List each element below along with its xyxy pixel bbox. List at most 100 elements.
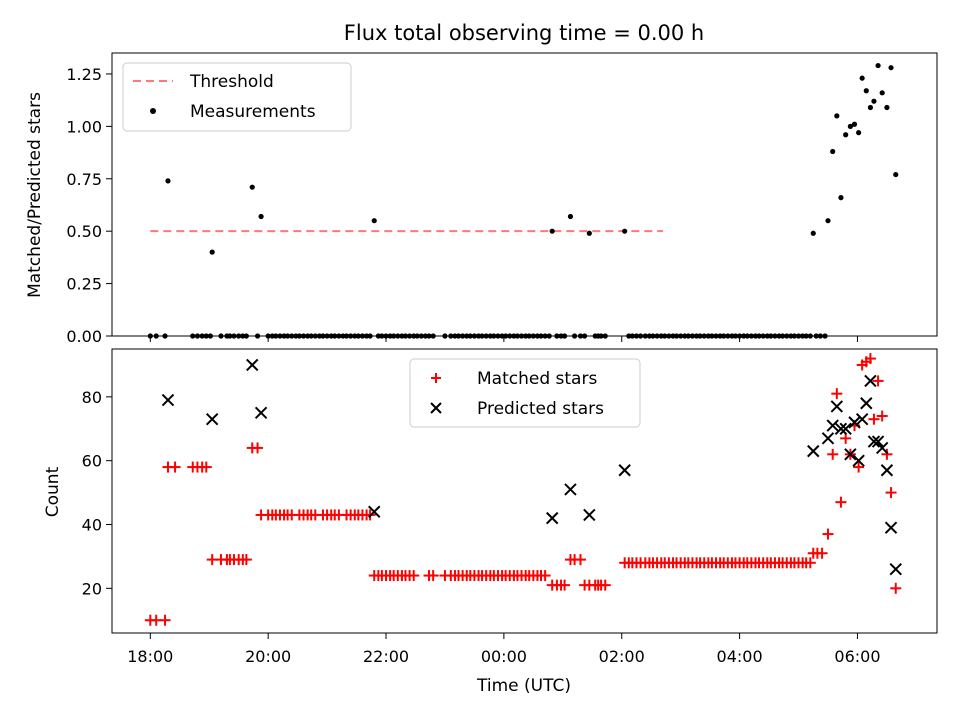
matched-star-marker: [835, 496, 847, 508]
measurement-point: [838, 195, 844, 201]
measurement-point: [867, 104, 874, 111]
top-y-tick-label: 0.75: [66, 170, 102, 189]
predicted-star-stroke: [875, 441, 889, 455]
matched-star-marker: [853, 461, 865, 473]
predicted-star-stroke: [583, 508, 596, 522]
predicted-star-marker: [821, 432, 835, 445]
predicted-star-stroke: [884, 521, 898, 534]
predicted-star-stroke: [852, 454, 865, 467]
matched-star-marker: [252, 442, 264, 454]
measurement-point: [851, 121, 858, 127]
predicted-star-stroke: [834, 422, 848, 435]
chart-title: Flux total observing time = 0.00 h: [344, 21, 704, 45]
top-y-tick-label: 0.50: [66, 222, 102, 241]
predicted-star-stroke: [564, 483, 577, 496]
predicted-star-marker: [852, 454, 865, 467]
ratio-panel: Flux total observing time = 0.00 h Match…: [25, 21, 938, 346]
bottom-y-tick-label: 60: [82, 452, 102, 471]
predicted-star-marker: [545, 511, 559, 525]
matched-star-marker: [599, 579, 611, 591]
matched-star-marker: [804, 557, 816, 569]
predicted-star-marker: [848, 416, 861, 429]
bottom-y-tick-label: 20: [82, 579, 102, 598]
predicted-star-stroke: [880, 464, 894, 477]
predicted-legend-swatch: [430, 402, 442, 414]
predicted-star-stroke: [618, 464, 631, 477]
matched-star-marker: [240, 554, 252, 566]
top-y-tick-label: 1.25: [66, 65, 102, 84]
predicted-star-stroke: [830, 400, 844, 413]
predicted-star-marker: [826, 419, 839, 432]
predicted-star-stroke: [826, 419, 839, 432]
predicted-star-marker: [618, 464, 631, 477]
measurement-point: [847, 123, 853, 129]
matched-star-marker: [200, 461, 212, 473]
predicted-star-stroke: [848, 416, 861, 429]
matched-star-marker: [885, 487, 897, 499]
predicted-star-stroke: [545, 511, 559, 525]
measurement-point: [586, 230, 592, 236]
predicted-star-marker: [830, 400, 844, 413]
top-plot-frame: [111, 52, 938, 337]
measurement-point: [830, 148, 836, 155]
predicted-star-marker: [884, 521, 898, 534]
measurement-point: [249, 184, 255, 190]
top-y-tick-label: 0.00: [66, 327, 102, 346]
predicted-star-marker: [839, 422, 852, 435]
predicted-star-marker: [161, 393, 175, 407]
measurement-point: [825, 218, 831, 224]
measurement-point: [875, 62, 881, 69]
top-y-tick-label: 1.00: [66, 117, 102, 136]
predicted-star-marker: [844, 448, 857, 461]
predicted-star-marker: [889, 562, 902, 576]
predicted-star-stroke: [860, 397, 873, 410]
matched-star-marker: [822, 528, 834, 540]
matched-star-marker: [864, 353, 876, 365]
x-tick-label: 04:00: [717, 647, 763, 666]
matched-star-marker: [169, 461, 181, 473]
x-tick-label: 00:00: [481, 647, 527, 666]
predicted-star-marker: [246, 358, 259, 372]
matched-star-marker: [427, 570, 439, 582]
measurement-point: [834, 113, 840, 119]
matched-star-marker: [876, 410, 888, 422]
measurements-legend-label: Measurements: [190, 102, 316, 122]
predicted-star-stroke: [844, 448, 857, 461]
x-axis-label: Time (UTC): [476, 676, 571, 696]
predicted-star-stroke: [205, 412, 219, 426]
measurement-point: [863, 88, 869, 94]
bottom-y-axis-label: Count: [43, 466, 63, 517]
measurement-point: [893, 171, 899, 178]
matched-star-marker: [868, 413, 880, 425]
measurement-point: [567, 213, 574, 220]
predicted-star-marker: [564, 483, 577, 496]
measurement-point: [843, 132, 849, 138]
matched-star-marker: [816, 547, 828, 559]
measurement-point: [810, 230, 816, 236]
measurement-point: [209, 249, 215, 255]
predicted-star-marker: [864, 374, 877, 388]
predicted-star-marker: [834, 422, 848, 435]
x-tick-label: 20:00: [245, 647, 291, 666]
matched-star-marker: [559, 579, 571, 591]
predicted-star-marker: [875, 441, 889, 455]
measurement-point: [549, 228, 555, 234]
measurement-point: [879, 90, 885, 96]
matched-star-marker: [408, 570, 420, 582]
matched-star-marker: [881, 448, 893, 460]
matched-legend-swatch: [431, 373, 441, 383]
predicted-star-marker: [807, 444, 820, 458]
measurement-point: [888, 65, 894, 71]
matched-star-marker: [831, 388, 843, 400]
predicted-star-stroke: [368, 505, 381, 518]
measurements-legend-swatch: [150, 108, 156, 114]
predicted-star-marker: [855, 412, 869, 426]
predicted-star-stroke: [889, 562, 902, 576]
predicted-star-marker: [880, 464, 894, 477]
measurement-point: [371, 218, 377, 224]
matched-legend-label: Matched stars: [477, 369, 597, 389]
predicted-star-marker: [583, 508, 596, 522]
bottom-y-tick-label: 40: [82, 516, 102, 535]
predicted-star-marker: [871, 435, 885, 448]
bottom-plot-frame: [111, 348, 938, 634]
